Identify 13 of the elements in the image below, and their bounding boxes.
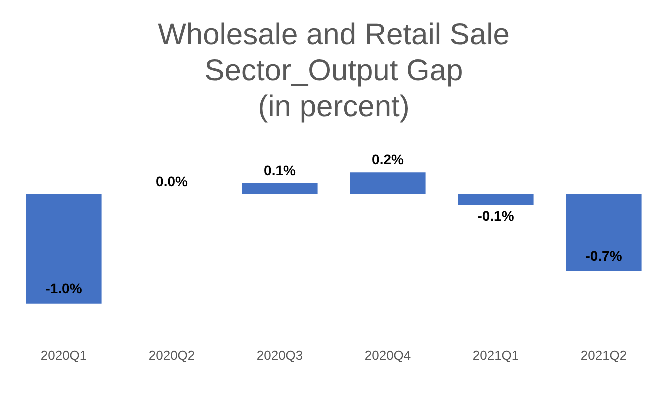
x-tick-label: 2020Q4 (364, 348, 412, 363)
data-label: -0.7% (586, 248, 623, 264)
chart-title: Wholesale and Retail Sale Sector_Output Gap (in percent) (158, 18, 510, 124)
data-label: 0.1% (264, 162, 296, 178)
data-label: -0.1% (478, 208, 515, 224)
x-tick-label: 2021Q2 (580, 348, 628, 363)
x-tick-label: 2020Q3 (256, 348, 304, 363)
x-tick-label: 2020Q1 (40, 348, 88, 363)
x-tick-label: 2021Q1 (472, 348, 520, 363)
data-label: 0.2% (372, 151, 404, 168)
data-label: -1.0% (46, 280, 83, 297)
data-label: 0.0% (156, 173, 188, 190)
x-tick-label: 2020Q2 (148, 348, 196, 363)
